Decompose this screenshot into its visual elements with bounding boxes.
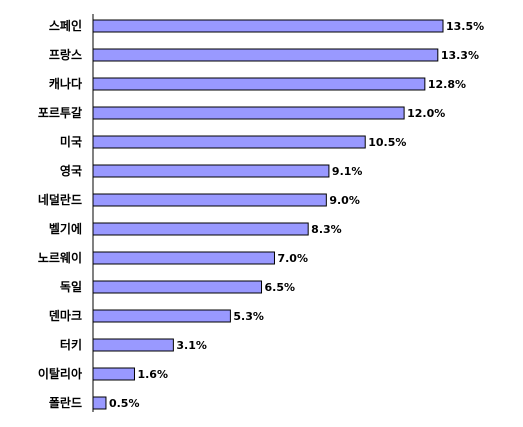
value-label: 3.1%	[176, 339, 207, 352]
bar	[92, 222, 309, 236]
category-label: 포르투갈	[38, 106, 82, 120]
value-label: 0.5%	[109, 397, 140, 410]
value-label: 13.3%	[441, 49, 479, 62]
category-label: 캐나다	[49, 76, 82, 91]
bar	[92, 367, 135, 381]
category-label: 네덜란드	[38, 192, 82, 207]
value-label: 8.3%	[311, 223, 342, 236]
bar	[92, 19, 444, 33]
category-label: 스페인	[49, 18, 82, 33]
value-label: 7.0%	[277, 252, 308, 265]
bar	[92, 106, 405, 120]
bar	[92, 309, 231, 323]
category-label: 노르웨이	[38, 250, 82, 265]
category-label: 이탈리아	[38, 366, 82, 381]
category-label: 영국	[60, 163, 82, 178]
category-label: 터키	[60, 337, 82, 352]
bar	[92, 77, 426, 91]
value-label: 1.6%	[137, 368, 168, 381]
category-label: 벨기에	[49, 221, 82, 236]
bar	[92, 251, 275, 265]
bar	[92, 280, 263, 294]
category-label: 독일	[60, 280, 82, 294]
category-label: 미국	[60, 134, 82, 149]
value-label: 10.5%	[368, 136, 406, 149]
value-label: 12.8%	[428, 78, 466, 91]
bar	[92, 48, 439, 62]
category-label: 프랑스	[49, 48, 82, 62]
bar	[92, 135, 366, 149]
value-label: 9.0%	[329, 194, 360, 207]
value-label: 9.1%	[332, 165, 363, 178]
category-label: 폴란드	[49, 395, 82, 410]
value-label: 12.0%	[407, 107, 445, 120]
value-label: 6.5%	[265, 281, 296, 294]
bar	[92, 193, 327, 207]
bar	[92, 164, 330, 178]
value-label: 5.3%	[233, 310, 264, 323]
bar	[92, 396, 107, 410]
category-label: 덴마크	[49, 308, 82, 323]
value-label: 13.5%	[446, 20, 484, 33]
bar	[92, 338, 174, 352]
